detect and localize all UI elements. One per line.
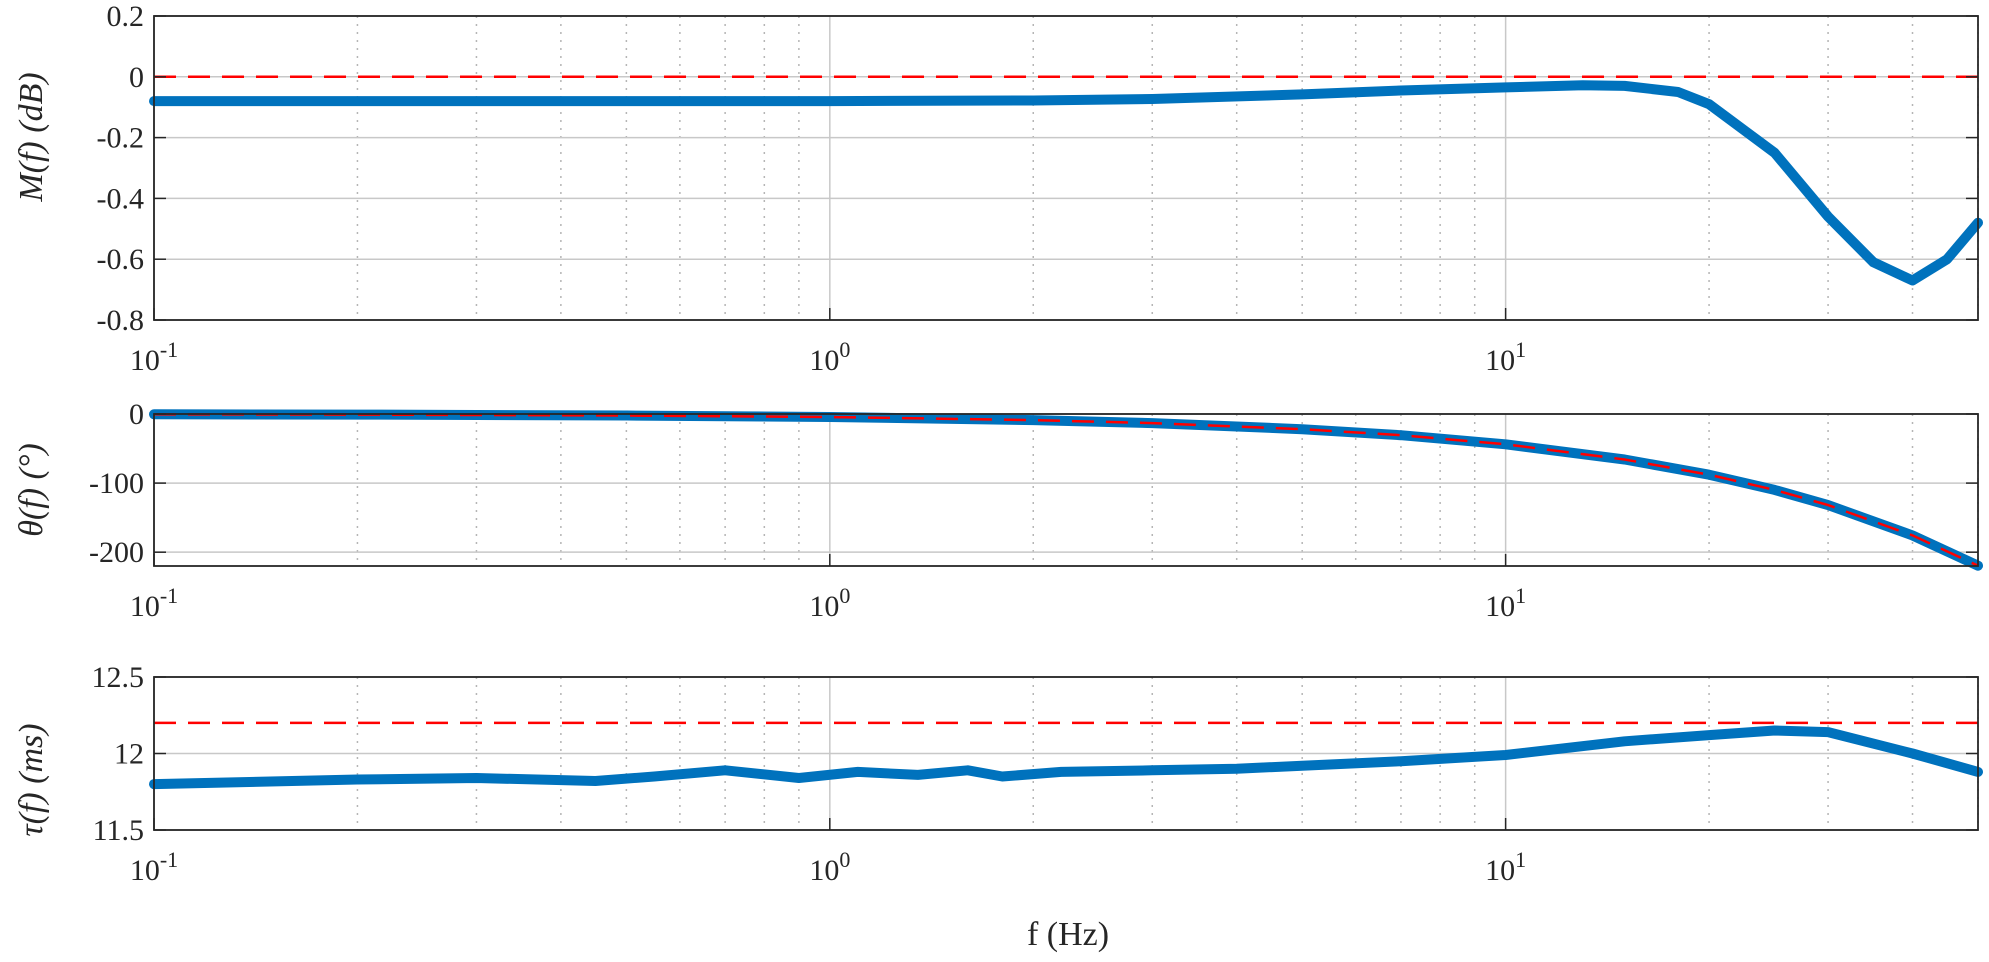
x-tick-label: 10-1 <box>130 583 178 623</box>
x-tick-label: 10-1 <box>130 337 178 377</box>
measured-series-line <box>149 409 1983 571</box>
x-tick-label: 100 <box>809 847 850 887</box>
x-tick-label: 100 <box>809 583 850 623</box>
magnitude-xticks: 10-1 100 101 <box>130 337 1526 377</box>
magnitude-series <box>149 75 1983 286</box>
magnitude-panel: 0.2 0 -0.2 -0.4 -0.6 -0.8 10-1 100 101 M(f) (dB… <box>13 0 1983 377</box>
phase-xticks: 10-1 100 101 <box>130 583 1526 623</box>
y-tick-label: -0.6 <box>97 243 145 276</box>
magnitude-yticks: 0.2 0 -0.2 -0.4 -0.6 -0.8 <box>97 0 145 337</box>
magnitude-ylabel: M(f) (dB) <box>13 72 50 202</box>
measured-series-line <box>149 80 1983 286</box>
y-tick-label: 12.5 <box>92 661 145 694</box>
plot-frame <box>153 413 1979 567</box>
delay-series <box>149 721 1983 790</box>
x-axis-title: f (Hz) <box>1027 916 1109 953</box>
y-tick-label: 11.5 <box>93 814 144 847</box>
reference-series-line <box>153 413 1979 567</box>
measured-series-line <box>149 725 1983 790</box>
phase-series <box>149 409 1983 571</box>
magnitude-axes <box>153 15 1979 321</box>
magnitude-grid <box>153 15 1979 321</box>
phase-grid <box>153 413 1979 566</box>
x-tick-label: 100 <box>809 337 850 377</box>
delay-yticks: 12.5 12 11.5 <box>92 661 145 847</box>
x-tick-label: 101 <box>1485 337 1526 377</box>
y-tick-label: -100 <box>89 467 144 500</box>
y-tick-label: -0.4 <box>97 182 145 215</box>
phase-yticks: 0 -100 -200 <box>89 398 144 569</box>
y-tick-label: -0.8 <box>97 304 145 337</box>
delay-grid <box>153 676 1979 831</box>
y-tick-label: 0.2 <box>107 0 145 33</box>
phase-ylabel: θ(f) (°) <box>13 443 50 537</box>
phase-panel: 0 -100 -200 10-1 100 101 θ(f) (°) <box>13 398 1983 623</box>
plot-frame <box>153 15 1979 321</box>
y-tick-label: 0 <box>129 398 144 431</box>
x-tick-label: 10-1 <box>130 847 178 887</box>
delay-ylabel: τ(f) (ms) <box>13 723 50 836</box>
y-tick-label: -0.2 <box>97 122 145 155</box>
y-tick-label: 0 <box>129 61 144 94</box>
plot-frame <box>153 676 1979 831</box>
delay-axes <box>153 676 1979 831</box>
y-tick-label: 12 <box>114 738 144 771</box>
x-tick-label: 101 <box>1485 583 1526 623</box>
y-tick-label: -200 <box>89 536 144 569</box>
delay-panel: 12.5 12 11.5 10-1 100 101 τ(f) (ms) <box>13 661 1983 887</box>
x-tick-label: 101 <box>1485 847 1526 887</box>
delay-xticks: 10-1 100 101 <box>130 847 1526 887</box>
phase-axes <box>153 413 1979 567</box>
